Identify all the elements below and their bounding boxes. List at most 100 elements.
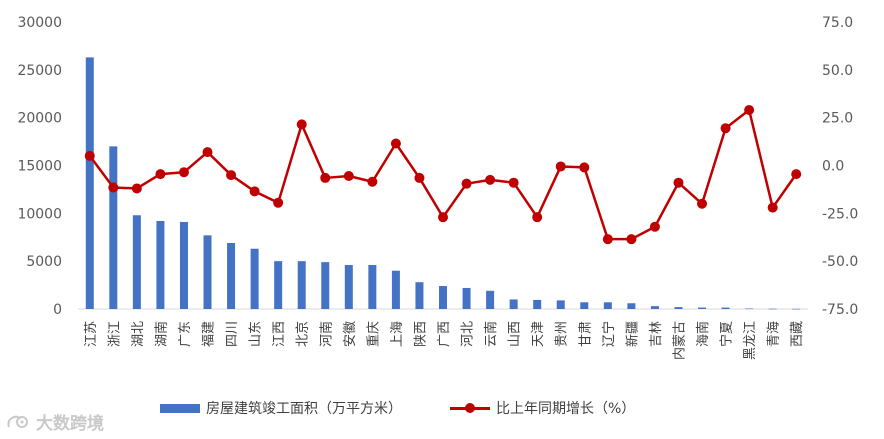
category-label: 新疆 [624,321,640,347]
line-marker [131,183,142,194]
bar [368,264,377,309]
bar [391,270,400,309]
category-label: 广东 [178,321,193,347]
watermark-text: 大数跨境 [36,414,104,434]
category-label: 陕西 [413,321,428,347]
bar [321,262,330,309]
line-marker [626,234,637,245]
bar [274,261,283,309]
category-label: 广西 [437,321,452,347]
bar [627,303,636,309]
line-marker [767,202,778,213]
category-label: 云南 [483,321,499,347]
right-tick-label: 75.0 [822,15,853,31]
category-label: 宁夏 [719,321,735,347]
line-marker [673,177,684,188]
bar [415,282,424,309]
line-marker [602,234,613,245]
legend-item-line: 比上年同期增长（%） [450,398,635,418]
left-tick-label: 15000 [17,159,62,175]
legend-bar-swatch [160,403,200,413]
bar [768,308,777,310]
category-label: 河南 [318,321,334,347]
right-tick-label: 50.0 [822,63,853,79]
bar [603,302,612,309]
line-marker [178,167,189,178]
category-label: 湖北 [131,321,146,347]
bar [745,308,754,310]
line-marker [438,212,448,223]
right-axis-ticks: -75.0 -50.0 -25.0 0.0 25.0 50.0 75.0 [822,15,858,318]
right-tick-label: 0.0 [822,159,844,175]
category-label: 安徽 [343,321,358,347]
category-label: 天津 [531,321,546,347]
category-label: 北京 [296,321,311,347]
bar [250,248,259,309]
category-label: 上海 [390,321,405,347]
bar [792,308,801,310]
line-marker [744,105,755,116]
category-label: 内蒙古 [671,321,687,360]
bar [721,307,730,309]
line-marker [296,119,307,130]
category-label: 湖南 [153,321,169,347]
line-series [84,105,802,245]
line-marker [108,182,119,193]
category-label: 黑龙江 [743,321,758,360]
line-marker [532,212,543,223]
line-marker [485,174,496,185]
watermark-logo-icon [7,415,28,428]
category-label: 四川 [225,321,240,347]
category-labels: 江苏 浙江 湖北 湖南 广东 福建 四川 山东 江西 北京 河南 安徽 重庆 上海 陕西 广西 河北 云南 山西 天津… [83,321,805,360]
right-tick-label: 25.0 [822,111,853,127]
bar [439,286,447,309]
bar [179,221,188,309]
category-label: 江西 [272,321,287,347]
category-label: 江苏 [83,321,99,347]
category-label: 甘肃 [578,321,593,347]
left-axis-ticks: 0 5000 10000 15000 20000 25000 30000 [17,15,62,318]
line-marker [720,123,731,134]
category-label: 浙江 [107,321,122,347]
category-label: 辽宁 [601,321,617,347]
bar [674,307,683,309]
legend-bar-label: 房屋建筑竣工面积（万平方米） [206,401,402,417]
left-tick-label: 0 [53,302,62,318]
bar [203,235,212,309]
bar [650,306,659,309]
bar [227,242,236,309]
bar [132,215,141,309]
category-label: 山西 [508,321,523,347]
right-tick-label: -25.0 [822,206,858,222]
bar-series [85,57,801,310]
line-marker [390,138,401,149]
bar [109,146,118,309]
left-tick-label: 10000 [17,206,62,222]
left-tick-label: 30000 [17,15,62,31]
line-marker [508,177,519,188]
line-marker [649,221,660,232]
line-marker [555,161,566,172]
bar [509,299,518,309]
category-label: 重庆 [365,321,381,347]
legend-line-label: 比上年同期增长（%） [496,401,636,417]
category-label: 吉林 [649,321,664,347]
line-marker [155,169,166,180]
line-marker [791,169,802,180]
line-marker [367,176,378,187]
line-marker [320,172,331,183]
category-label: 西藏 [790,321,805,347]
bar [580,302,589,309]
bar [556,300,565,309]
category-label: 海南 [695,321,711,347]
line-marker [461,178,472,189]
line-marker [343,171,354,182]
bar [344,264,353,309]
legend-item-bar: 房屋建筑竣工面积（万平方米） [160,398,402,418]
category-label: 青海 [767,321,782,347]
category-label: 贵州 [555,321,570,347]
category-label: 福建 [202,321,217,347]
bar [156,220,165,309]
watermark: 大数跨境 [6,409,104,434]
